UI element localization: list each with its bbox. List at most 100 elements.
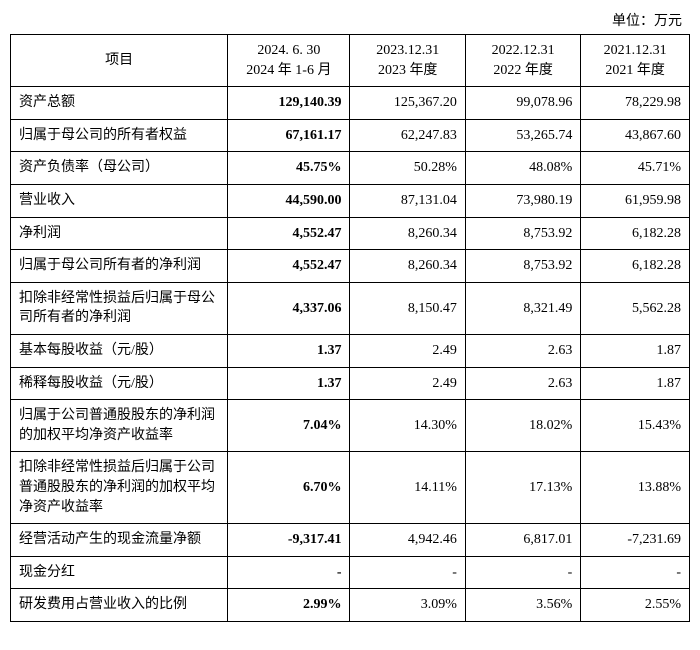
row-value: 43,867.60: [581, 119, 690, 152]
row-label: 扣除非经常性损益后归属于公司普通股股东的净利润的加权平均净资产收益率: [11, 452, 228, 524]
table-row: 扣除非经常性损益后归属于公司普通股股东的净利润的加权平均净资产收益率6.70%1…: [11, 452, 690, 524]
row-value: 1.37: [228, 334, 350, 367]
row-value: 8,753.92: [465, 217, 580, 250]
header-col-2-line1: 2022.12.31: [474, 41, 572, 61]
row-value: 8,321.49: [465, 282, 580, 334]
row-value: 14.11%: [350, 452, 465, 524]
row-value: 87,131.04: [350, 184, 465, 217]
row-value: 67,161.17: [228, 119, 350, 152]
header-col-2-line2: 2022 年度: [474, 61, 572, 81]
row-value: 45.75%: [228, 152, 350, 185]
table-row: 归属于公司普通股股东的净利润的加权平均净资产收益率7.04%14.30%18.0…: [11, 400, 690, 452]
row-value: 4,337.06: [228, 282, 350, 334]
table-row: 经营活动产生的现金流量净额-9,317.414,942.466,817.01-7…: [11, 524, 690, 557]
row-label: 归属于母公司所有者的净利润: [11, 250, 228, 283]
row-value: 50.28%: [350, 152, 465, 185]
row-label: 资产负债率（母公司）: [11, 152, 228, 185]
row-value: 1.87: [581, 334, 690, 367]
row-value: 17.13%: [465, 452, 580, 524]
row-value: 1.87: [581, 367, 690, 400]
row-label: 归属于公司普通股股东的净利润的加权平均净资产收益率: [11, 400, 228, 452]
header-col-2: 2022.12.31 2022 年度: [465, 35, 580, 87]
table-row: 资产总额129,140.39125,367.2099,078.9678,229.…: [11, 87, 690, 120]
table-row: 研发费用占营业收入的比例2.99%3.09%3.56%2.55%: [11, 589, 690, 622]
header-col-1-line1: 2023.12.31: [358, 41, 456, 61]
row-label: 净利润: [11, 217, 228, 250]
table-row: 归属于母公司的所有者权益67,161.1762,247.8353,265.744…: [11, 119, 690, 152]
header-col-0-line1: 2024. 6. 30: [236, 41, 341, 61]
row-label: 资产总额: [11, 87, 228, 120]
row-label: 基本每股收益（元/股）: [11, 334, 228, 367]
row-value: -9,317.41: [228, 524, 350, 557]
row-value: 62,247.83: [350, 119, 465, 152]
row-value: 5,562.28: [581, 282, 690, 334]
row-value: 53,265.74: [465, 119, 580, 152]
row-value: 3.09%: [350, 589, 465, 622]
header-col-3-line2: 2021 年度: [589, 61, 681, 81]
header-col-0: 2024. 6. 30 2024 年 1-6 月: [228, 35, 350, 87]
row-label: 归属于母公司的所有者权益: [11, 119, 228, 152]
row-value: 6,182.28: [581, 250, 690, 283]
table-body: 资产总额129,140.39125,367.2099,078.9678,229.…: [11, 87, 690, 622]
row-value: 13.88%: [581, 452, 690, 524]
unit-label: 单位：万元: [10, 10, 690, 30]
row-value: -7,231.69: [581, 524, 690, 557]
row-value: 1.37: [228, 367, 350, 400]
row-value: 2.63: [465, 367, 580, 400]
row-value: 14.30%: [350, 400, 465, 452]
row-value: 6,182.28: [581, 217, 690, 250]
row-value: 6.70%: [228, 452, 350, 524]
row-value: 4,552.47: [228, 217, 350, 250]
row-value: 4,942.46: [350, 524, 465, 557]
row-value: 3.56%: [465, 589, 580, 622]
row-value: 2.99%: [228, 589, 350, 622]
row-value: -: [228, 556, 350, 589]
header-col-1: 2023.12.31 2023 年度: [350, 35, 465, 87]
row-value: 2.55%: [581, 589, 690, 622]
header-col-3: 2021.12.31 2021 年度: [581, 35, 690, 87]
row-value: 7.04%: [228, 400, 350, 452]
row-value: 44,590.00: [228, 184, 350, 217]
table-row: 基本每股收益（元/股）1.372.492.631.87: [11, 334, 690, 367]
row-label: 稀释每股收益（元/股）: [11, 367, 228, 400]
table-row: 现金分红----: [11, 556, 690, 589]
row-value: 61,959.98: [581, 184, 690, 217]
header-col-0-line2: 2024 年 1-6 月: [236, 61, 341, 81]
header-item: 项目: [11, 35, 228, 87]
table-row: 归属于母公司所有者的净利润4,552.478,260.348,753.926,1…: [11, 250, 690, 283]
row-value: -: [465, 556, 580, 589]
row-value: 15.43%: [581, 400, 690, 452]
row-label: 研发费用占营业收入的比例: [11, 589, 228, 622]
row-value: 48.08%: [465, 152, 580, 185]
row-value: 8,753.92: [465, 250, 580, 283]
row-value: 45.71%: [581, 152, 690, 185]
row-value: 4,552.47: [228, 250, 350, 283]
financial-table: 项目 2024. 6. 30 2024 年 1-6 月 2023.12.31 2…: [10, 34, 690, 622]
table-row: 净利润4,552.478,260.348,753.926,182.28: [11, 217, 690, 250]
row-value: -: [581, 556, 690, 589]
header-col-3-line1: 2021.12.31: [589, 41, 681, 61]
table-row: 扣除非经常性损益后归属于母公司所有者的净利润4,337.068,150.478,…: [11, 282, 690, 334]
row-value: 73,980.19: [465, 184, 580, 217]
row-value: 18.02%: [465, 400, 580, 452]
row-value: 8,260.34: [350, 250, 465, 283]
table-row: 营业收入44,590.0087,131.0473,980.1961,959.98: [11, 184, 690, 217]
row-value: 2.49: [350, 334, 465, 367]
row-label: 现金分红: [11, 556, 228, 589]
row-value: 129,140.39: [228, 87, 350, 120]
row-value: 78,229.98: [581, 87, 690, 120]
table-row: 稀释每股收益（元/股）1.372.492.631.87: [11, 367, 690, 400]
row-label: 扣除非经常性损益后归属于母公司所有者的净利润: [11, 282, 228, 334]
row-label: 营业收入: [11, 184, 228, 217]
row-value: 6,817.01: [465, 524, 580, 557]
row-value: 8,150.47: [350, 282, 465, 334]
row-value: 2.49: [350, 367, 465, 400]
table-row: 资产负债率（母公司）45.75%50.28%48.08%45.71%: [11, 152, 690, 185]
row-value: -: [350, 556, 465, 589]
table-header-row: 项目 2024. 6. 30 2024 年 1-6 月 2023.12.31 2…: [11, 35, 690, 87]
row-value: 99,078.96: [465, 87, 580, 120]
row-label: 经营活动产生的现金流量净额: [11, 524, 228, 557]
row-value: 125,367.20: [350, 87, 465, 120]
row-value: 8,260.34: [350, 217, 465, 250]
header-col-1-line2: 2023 年度: [358, 61, 456, 81]
